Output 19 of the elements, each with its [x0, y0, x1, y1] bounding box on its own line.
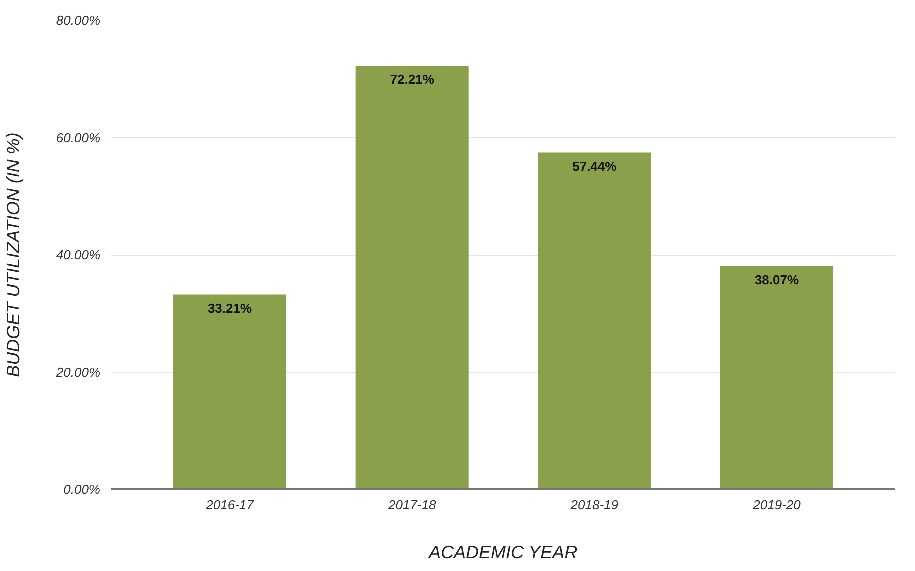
y-axis-title: BUDGET UTILIZATION (IN %) [3, 132, 24, 378]
data-label: 33.21% [208, 300, 252, 316]
x-tick-label: 2019-20 [752, 498, 802, 512]
x-axis-title: ACADEMIC YEAR [428, 542, 578, 562]
y-tick-label: 40.00% [56, 248, 101, 262]
bar [538, 152, 652, 490]
bar [173, 294, 287, 490]
bar [356, 66, 469, 490]
x-tick-label: 2016-17 [205, 498, 255, 512]
y-tick-label: 60.00% [56, 130, 101, 146]
x-tick-label: 2017-18 [387, 498, 437, 512]
y-tick-label: 20.00% [55, 364, 101, 380]
y-tick-label: 80.00% [56, 13, 101, 28]
data-label: 38.07% [754, 272, 800, 288]
data-label: 57.44% [572, 158, 618, 174]
data-label: 72.21% [390, 72, 435, 88]
x-tick-label: 2018-19 [570, 498, 619, 512]
y-tick-label: 0.00% [64, 482, 101, 497]
bar [720, 266, 834, 490]
